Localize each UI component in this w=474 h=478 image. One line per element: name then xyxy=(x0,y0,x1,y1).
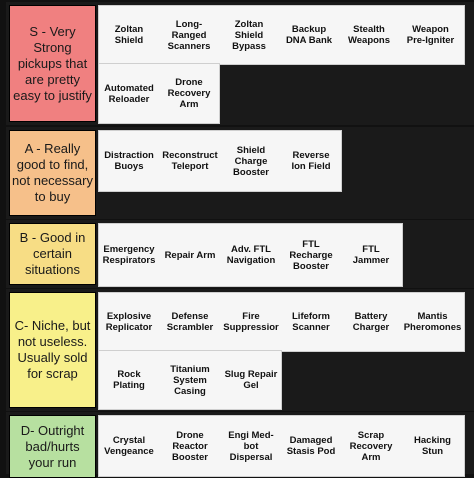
tier-item[interactable]: Weapon Pre-Igniter xyxy=(406,24,455,46)
tier-items-a: Distraction Buoys Reconstruct Teleport S… xyxy=(98,130,474,216)
tier-item[interactable]: Fire Suppressior xyxy=(223,311,279,333)
tier-item[interactable]: Defense Scrambler xyxy=(166,311,214,333)
tier-item[interactable]: Titanium System Casing xyxy=(170,363,210,397)
tier-item[interactable]: Long- Ranged Scanners xyxy=(167,18,211,52)
tier-label-d: D- Outright bad/hurts your run xyxy=(9,415,96,478)
tier-item[interactable]: Slug Repair Gel xyxy=(224,369,278,391)
tier-item[interactable]: Engi Med- bot Dispersal xyxy=(228,429,274,463)
tier-item[interactable]: Emergency Respirators xyxy=(102,244,156,266)
tier-item[interactable]: FTL Jammer xyxy=(352,244,390,266)
tier-row-d: D- Outright bad/hurts your run Crystal V… xyxy=(6,412,474,478)
tier-item[interactable]: Automated Reloader xyxy=(104,82,154,105)
tier-label-a: A - Really good to find, not necessary t… xyxy=(9,130,96,216)
tier-label-c: C- Niche, but not useless. Usually sold … xyxy=(9,292,96,408)
tier-item[interactable]: Reverse Ion Field xyxy=(291,150,331,172)
tier-item[interactable]: Drone Recovery Arm xyxy=(167,77,211,110)
tier-item[interactable]: Rock Plating xyxy=(113,369,145,391)
tier-item[interactable]: Hacking Stun xyxy=(414,435,451,457)
tier-item[interactable]: Zoltan Shield Bypass xyxy=(232,18,266,52)
tier-items-b: Emergency Respirators Repair Arm Adv. FT… xyxy=(98,223,474,287)
tier-item[interactable]: Crystal Vengeance xyxy=(104,435,154,457)
tier-item[interactable]: Lifeform Scanner xyxy=(292,311,330,333)
tier-item[interactable]: Backup DNA Bank xyxy=(285,24,333,46)
tier-item[interactable]: Distraction Buoys xyxy=(104,150,154,172)
tier-row-s: S - Very Strong pickups that are pretty … xyxy=(6,2,474,125)
tier-item[interactable]: Scrap Recovery Arm xyxy=(349,429,393,463)
tier-items-d: Crystal Vengeance Drone Reactor Booster … xyxy=(98,415,474,477)
tier-items-c: Explosive Replicator Defense Scrambler F… xyxy=(98,292,474,410)
tier-item[interactable]: Explosive Replicator xyxy=(105,311,153,333)
tier-items-s: Zoltan Shield Long- Ranged Scanners Zolt… xyxy=(98,5,474,124)
tier-item[interactable]: Battery Charger xyxy=(352,311,390,333)
tier-item[interactable]: Reconstruct Teleport xyxy=(162,150,218,172)
tier-item[interactable]: Zoltan Shield xyxy=(114,24,144,46)
tier-item[interactable]: Drone Reactor Booster xyxy=(172,429,208,463)
tier-item[interactable]: FTL Recharge Booster xyxy=(289,238,333,272)
tier-label-s: S - Very Strong pickups that are pretty … xyxy=(9,5,96,122)
tier-row-a: A - Really good to find, not necessary t… xyxy=(6,127,474,219)
tier-label-b: B - Good in certain situations xyxy=(9,223,96,285)
tier-item[interactable]: Mantis Pheromones xyxy=(403,311,462,333)
tier-item[interactable]: Adv. FTL Navigation xyxy=(226,244,276,266)
tier-item[interactable]: Stealth Weapons xyxy=(347,24,391,46)
tier-item[interactable]: Shield Charge Booster xyxy=(233,144,269,178)
tier-row-c: C- Niche, but not useless. Usually sold … xyxy=(6,289,474,411)
tier-row-b: B - Good in certain situations Emergency… xyxy=(6,220,474,288)
tier-item[interactable]: Damaged Stasis Pod xyxy=(286,435,336,457)
tier-item[interactable]: Repair Arm xyxy=(164,249,216,261)
